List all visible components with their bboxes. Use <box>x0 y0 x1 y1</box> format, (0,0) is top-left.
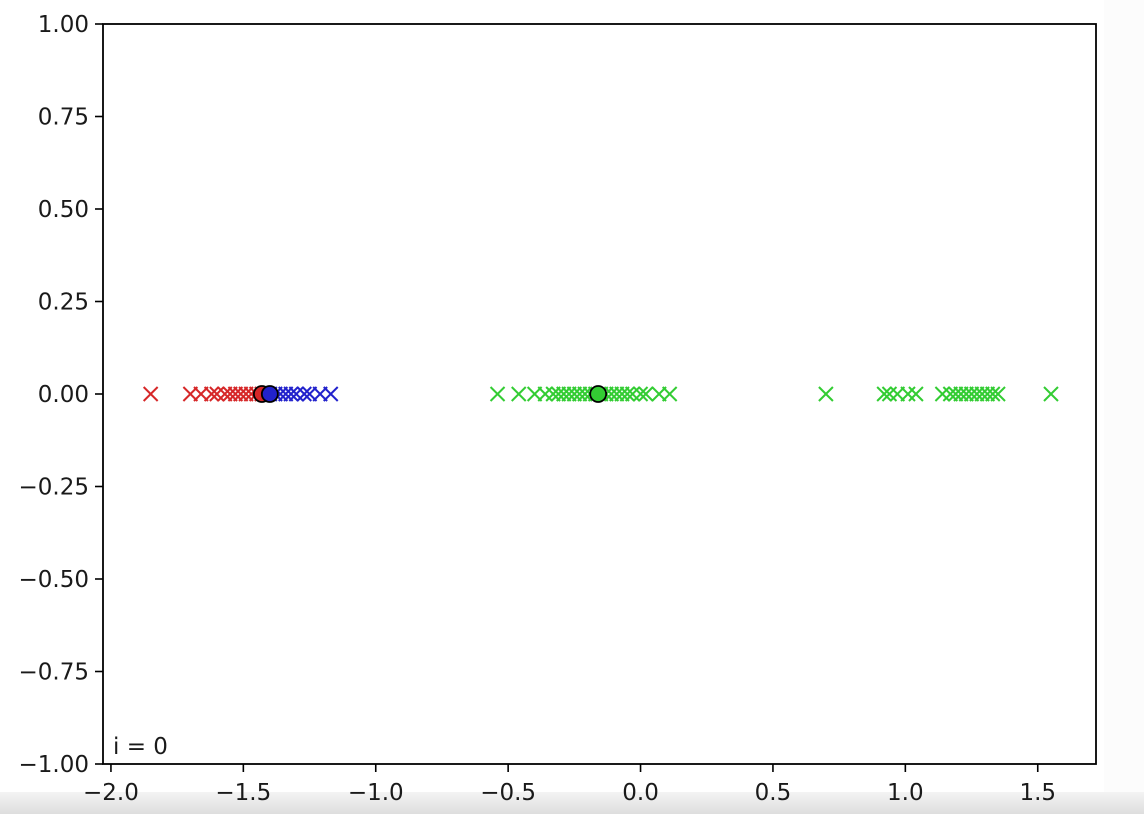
y-tick-label: −0.50 <box>19 567 89 593</box>
x-axis: −2.0 −1.5 −1.0 −0.5 0.0 0.5 1.0 1.5 <box>83 764 1056 806</box>
cluster-3-point <box>619 386 636 402</box>
cluster-3-point <box>985 386 1001 402</box>
x-tick-label: 1.5 <box>1019 780 1056 806</box>
y-axis: 1.00 0.75 0.50 0.25 0.00 −0.25 −0.50 −0.75 −1.00 <box>19 12 103 778</box>
cluster-3-point <box>818 386 834 402</box>
x-tick-label: −2.0 <box>83 780 139 806</box>
y-tick-label: 0.50 <box>38 197 89 223</box>
x-tick-label: −1.5 <box>215 780 271 806</box>
centroid-markers <box>252 385 608 403</box>
cluster-2-point <box>283 386 299 402</box>
cluster-3-point <box>489 386 506 402</box>
cluster-2-point <box>296 386 312 402</box>
x-tick-label: −0.5 <box>480 780 536 806</box>
x-tick-label: −1.0 <box>348 780 404 806</box>
y-tick-label: 1.00 <box>38 12 89 38</box>
right-margin <box>1104 0 1144 800</box>
cluster-1-point <box>142 386 159 402</box>
cluster-3-point <box>990 386 1006 402</box>
y-tick-label: −0.75 <box>19 660 89 686</box>
x-tick-label: 0.5 <box>755 780 792 806</box>
centroid-3 <box>589 385 608 403</box>
cluster-3-point <box>632 386 649 402</box>
cluster-3-point <box>661 386 678 402</box>
y-tick-label: −1.00 <box>19 752 89 778</box>
centroid-2 <box>260 385 279 403</box>
cluster-2-point <box>323 386 339 402</box>
cluster-1-point <box>203 386 220 402</box>
cluster-3-point <box>1043 386 1059 402</box>
y-tick-label: 0.75 <box>38 105 89 131</box>
cluster-3-point <box>638 386 654 402</box>
cluster-3-point <box>876 386 892 402</box>
x-tick-label: 0.0 <box>622 780 659 806</box>
cluster-3-point <box>511 386 527 402</box>
bottom-edge <box>0 792 1144 814</box>
cluster-3-point <box>908 386 924 402</box>
iteration-label: i = 0 <box>113 734 168 760</box>
y-tick-label: 0.00 <box>38 382 89 408</box>
y-tick-label: 0.25 <box>38 290 89 316</box>
y-tick-label: −0.25 <box>19 475 89 501</box>
x-tick-label: 1.0 <box>887 780 924 806</box>
